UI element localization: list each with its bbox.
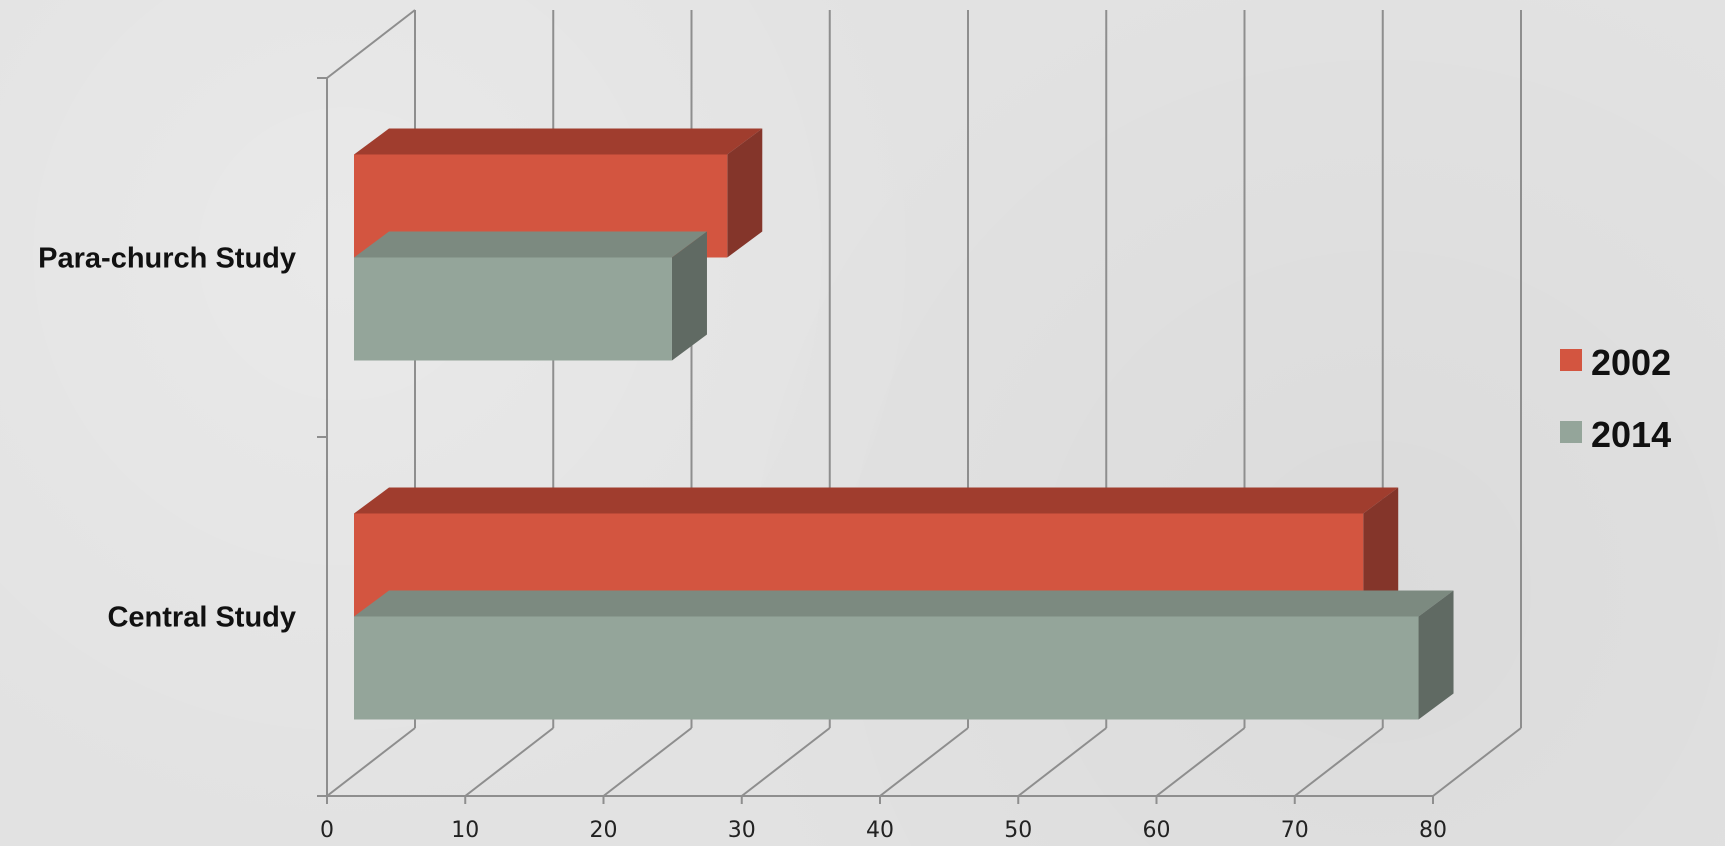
legend-item: 2002: [1560, 342, 1671, 383]
legend: 2002 2014: [1560, 342, 1671, 455]
floor-gridline: [464, 727, 554, 797]
legend-swatch: [1560, 421, 1582, 443]
bar-top-face: [354, 487, 1399, 514]
bar-top-face: [354, 128, 763, 155]
bar-2014-1: [354, 590, 1454, 720]
x-tick-label: 10: [451, 818, 479, 843]
left-wall-top-edge: [326, 9, 416, 79]
bar-2014-0: [354, 231, 707, 361]
floor-gridline: [1294, 727, 1384, 797]
x-tick-label: 70: [1281, 818, 1309, 843]
floor-gridline: [1155, 727, 1246, 797]
bar-side-face: [1363, 487, 1399, 617]
x-tick-label: 0: [320, 818, 334, 843]
floor-gridline: [879, 727, 969, 797]
x-axis-ticks: 0 10 20 30 40 50 60 70 80: [320, 796, 1447, 843]
bars: [354, 128, 1454, 720]
x-tick-label: 80: [1419, 818, 1447, 843]
bar-front-face: [354, 257, 672, 361]
bar-top-face: [354, 590, 1454, 617]
bar-side-face: [1418, 590, 1454, 720]
floor-gridline: [741, 727, 831, 797]
legend-label: 2002: [1591, 342, 1671, 383]
legend-swatch: [1560, 349, 1582, 371]
floor-gridline: [1017, 727, 1107, 797]
floor-gridline: [326, 727, 416, 797]
bar-front-face: [354, 616, 1419, 720]
bar-side-face: [671, 231, 707, 361]
floor-gridline: [1432, 727, 1522, 797]
floor-gridline: [602, 727, 693, 797]
x-tick-label: 60: [1143, 818, 1171, 843]
category-label: Para-church Study: [38, 243, 296, 275]
x-tick-label: 20: [590, 818, 618, 843]
category-labels: Para-church Study Central Study: [38, 243, 296, 634]
legend-item: 2014: [1560, 414, 1671, 455]
bar-side-face: [727, 128, 763, 258]
category-label: Central Study: [107, 602, 296, 634]
x-tick-label: 30: [728, 818, 756, 843]
legend-label: 2014: [1591, 414, 1671, 455]
bar-top-face: [354, 231, 707, 258]
x-tick-label: 40: [866, 818, 894, 843]
x-tick-label: 50: [1004, 818, 1032, 843]
